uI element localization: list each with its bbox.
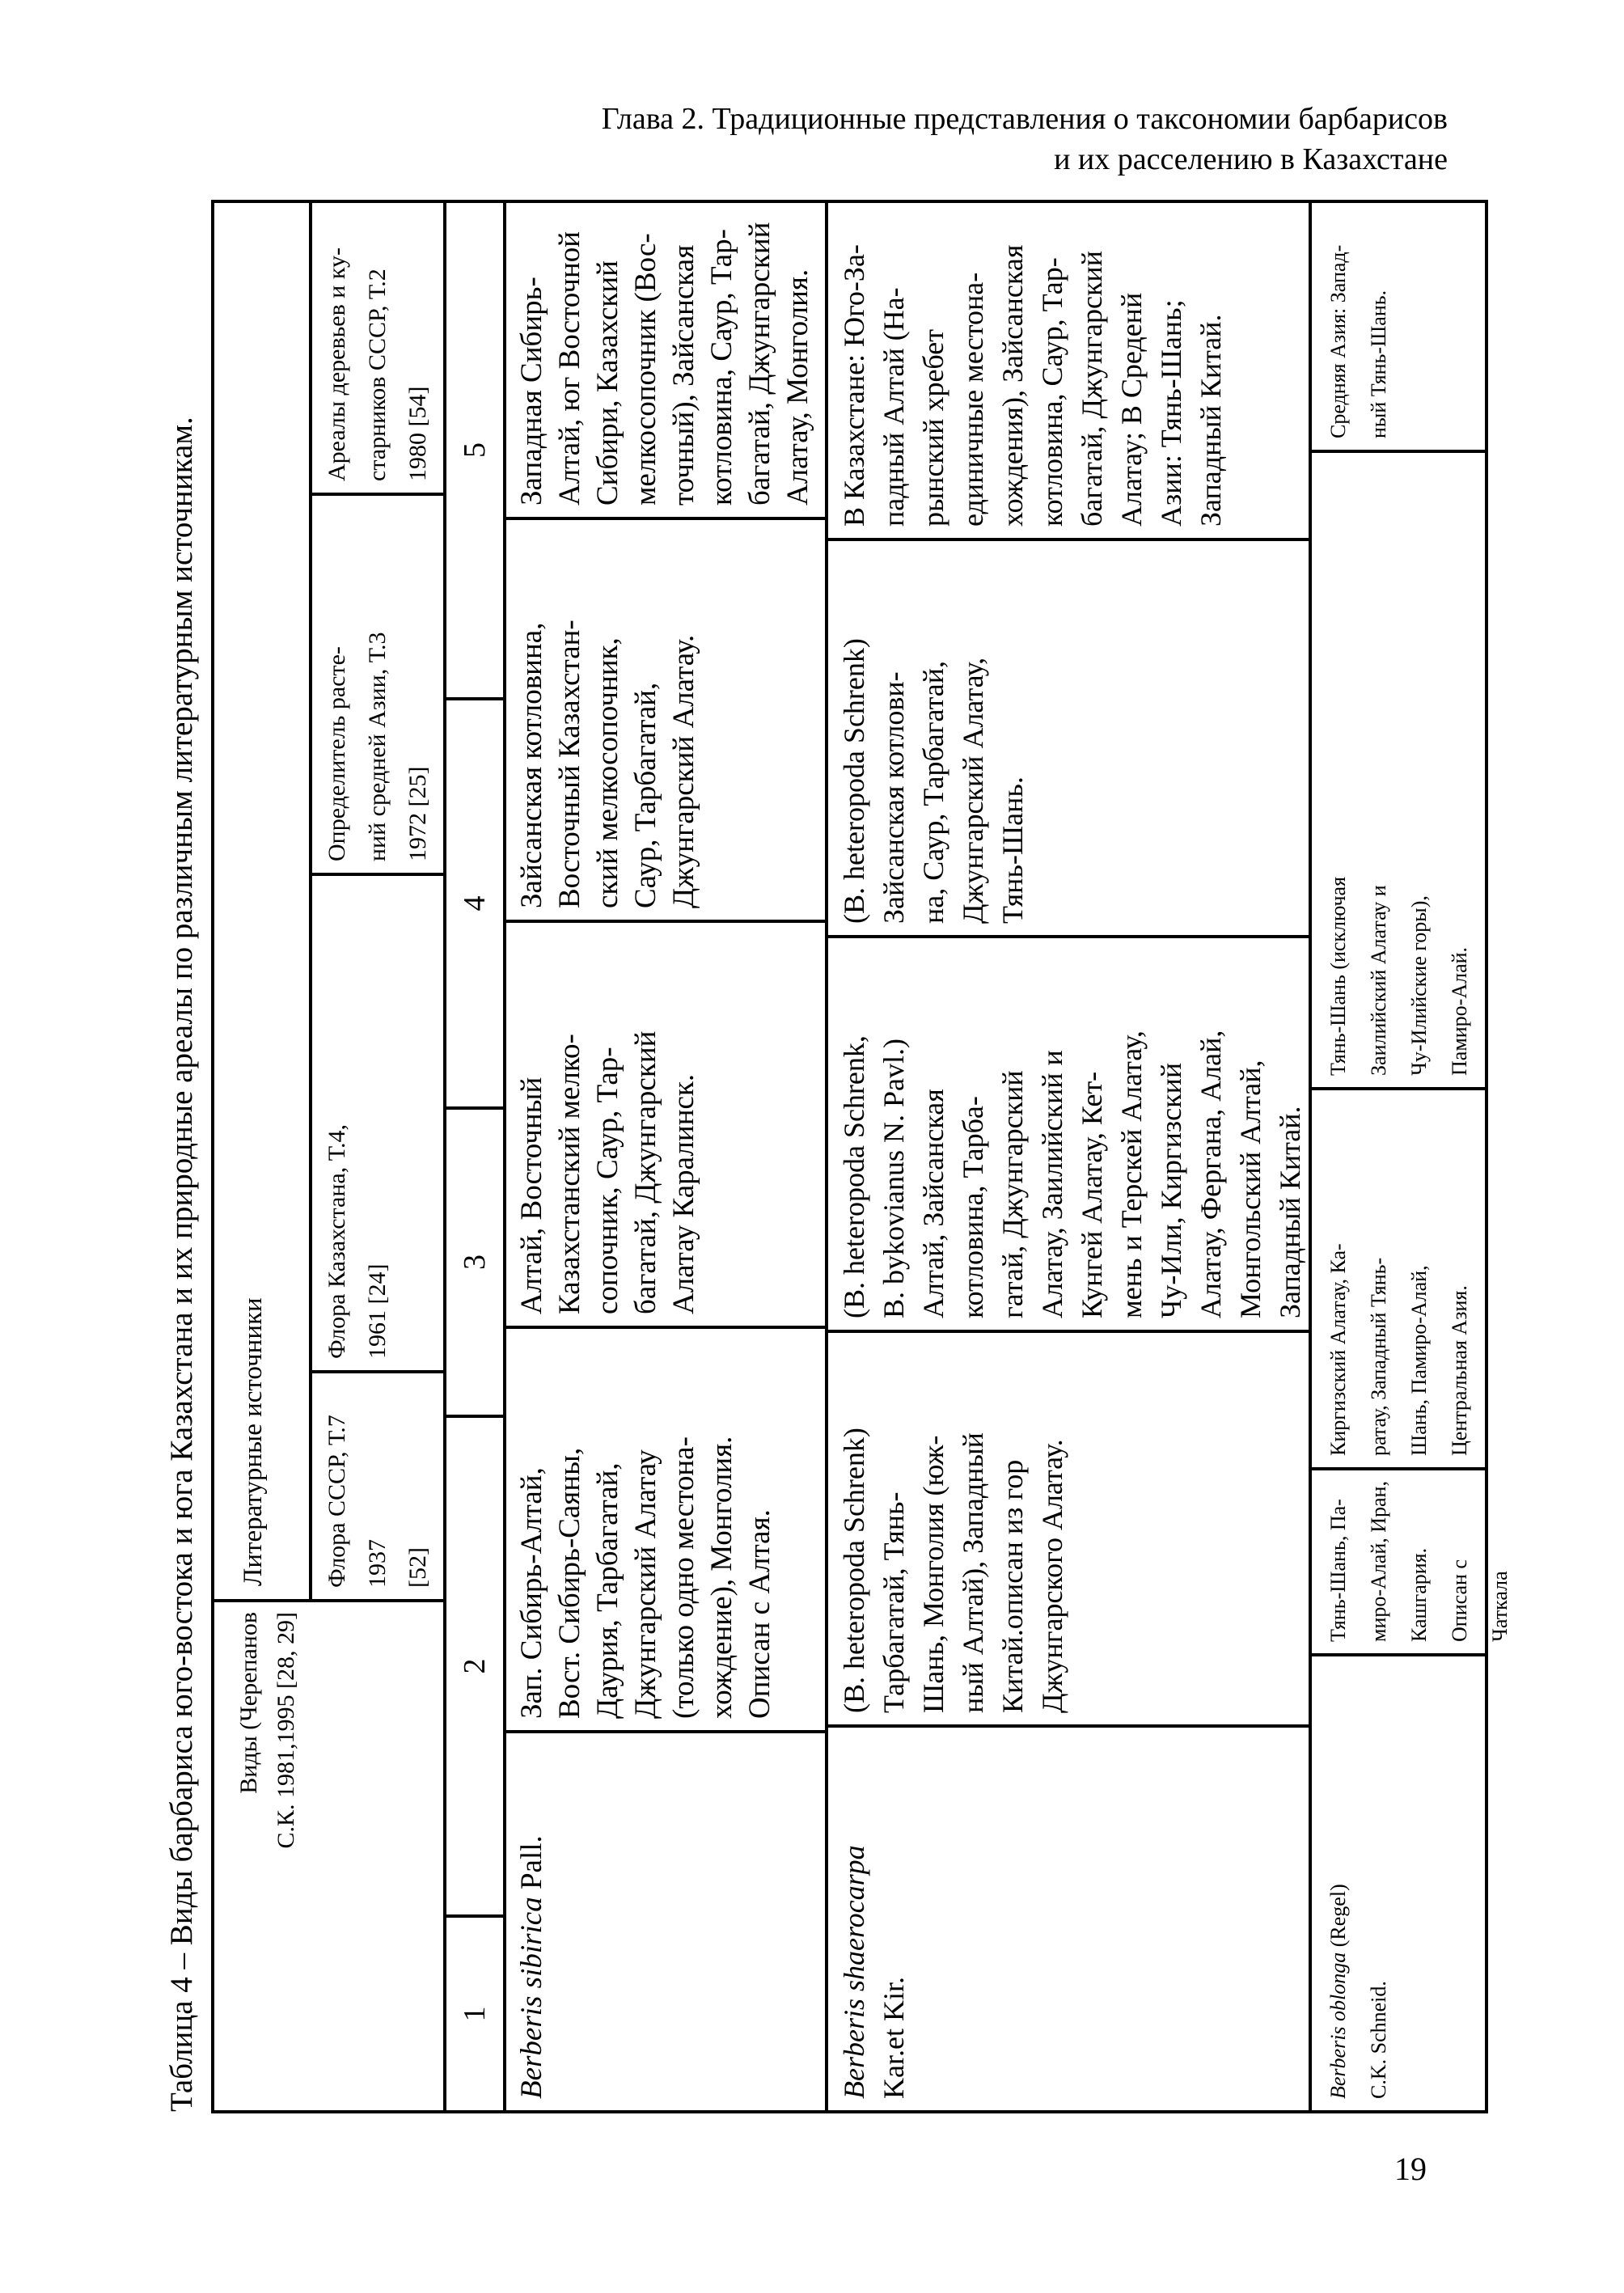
column-number-5: 5 (458, 442, 492, 458)
column-number-2: 2 (446, 1415, 503, 1914)
table-row-berberis-sibirica: Berberis sibirica Pall. Зап. Сибирь-Алта… (506, 203, 828, 2110)
chapter-header-line2: и их расселению в Казахстане (1054, 142, 1448, 176)
cell-shaerocarpa-species: Berberis shaerocarpa Kar.et Kir. (828, 1724, 1309, 2110)
cell-shaerocarpa-opredelitel: (B. heteropoda Schrenk) Зайсанская котло… (828, 538, 1309, 935)
species-name-italic: Berberis shaerocarpa (838, 1845, 870, 2099)
column-numbers-row: 1 2 3 4 5 (446, 203, 506, 2110)
header-cell-literary-sources: Литературные источники (214, 203, 312, 1599)
species-author: Kar.et Kir. (878, 1977, 910, 2099)
table-caption: Таблица 4 – Виды барбариса юго-востока и… (164, 417, 199, 2112)
column-number-1: 1 (446, 1914, 503, 2110)
chapter-header-line1: Глава 2. Традиционные представления о та… (601, 102, 1448, 136)
header-cell-flora-sssr: Флора СССР, Т.7 1937 [52] (312, 1370, 443, 1599)
cell-sibirica-species: Berberis sibirica Pall. (506, 1730, 825, 2110)
chapter-running-head: Глава 2. Традиционные представления о та… (602, 99, 1448, 180)
cell-sibirica-flora-sssr: Зап. Сибирь-Алтай, Вост. Сибирь-Саяны, Д… (506, 1326, 825, 1730)
header-cell-opredelitel: Определитель расте- ний средней Азии, Т.… (312, 493, 443, 873)
cell-shaerocarpa-flora-kazakhstana: (B. heteropoda Schrenk, B. bykovianus N.… (828, 935, 1309, 1330)
cell-sibirica-arealy: Западная Сибирь- Алтай, юг Восточной Сиб… (515, 222, 814, 506)
species-name-italic: Berberis oblonga (1326, 1952, 1350, 2099)
table-row-berberis-shaerocarpa: Berberis shaerocarpa Kar.et Kir. (B. het… (828, 203, 1312, 2110)
page-number: 19 (1394, 2151, 1427, 2187)
table-row-berberis-oblonga: Berberis oblonga (Regel) C.K. Schneid. Т… (1312, 203, 1512, 2110)
cell-shaerocarpa-flora-sssr: (B. heteropoda Schrenk) Тарбагатай, Тянь… (828, 1330, 1309, 1724)
table-header-rows: Виды (Черепанов С.К. 1981,1995 [28, 29] … (214, 203, 446, 2110)
header-sources-block: Литературные источники Флора СССР, Т.7 1… (214, 203, 443, 1599)
header-cell-arealy: Ареалы деревьев и ку- старников СССР, Т.… (324, 247, 431, 481)
header-source-titles-row: Флора СССР, Т.7 1937 [52] Флора Казахста… (312, 203, 443, 1599)
column-number-4: 4 (446, 697, 503, 1106)
header-cell-flora-kazakhstana: Флора Казахстана, Т.4, 1961 [24] (312, 873, 443, 1370)
rotated-table-block: Таблица 4 – Виды барбариса юго-востока и… (163, 200, 1512, 2113)
cell-sibirica-flora-kazakhstana: Алтай, Восточный Казахстанский мелко- со… (506, 920, 825, 1326)
species-areals-table: Виды (Черепанов С.К. 1981,1995 [28, 29] … (211, 200, 1512, 2113)
cell-oblonga-flora-sssr: Тянь-Шань, Па- миро-Алай, Иран, Кашгария… (1312, 1467, 1512, 1653)
cell-oblonga-species: Berberis oblonga (Regel) C.K. Schneid. (1312, 1653, 1485, 2110)
cell-oblonga-flora-kazakhstana: Киргизский Алатау, Ка- ратау, Западный Т… (1312, 1087, 1485, 1467)
cell-sibirica-opredelitel: Зайсанская котловина, Восточный Казахста… (506, 517, 825, 920)
species-author: Pall. (515, 1835, 548, 1897)
header-cell-species: Виды (Черепанов С.К. 1981,1995 [28, 29] (214, 1599, 443, 2110)
cell-oblonga-arealy: Средняя Азия: Запад- ный Тянь-Шань. (1326, 244, 1390, 438)
cell-oblonga-opredelitel: Тянь-Шань (исключая Заилийский Алатау и … (1312, 450, 1485, 1087)
species-name-italic: Berberis sibirica (515, 1897, 548, 2099)
column-number-3: 3 (446, 1106, 503, 1415)
cell-shaerocarpa-arealy: В Казахстане: Юго-За- падный Алтай (На- … (838, 244, 1227, 527)
